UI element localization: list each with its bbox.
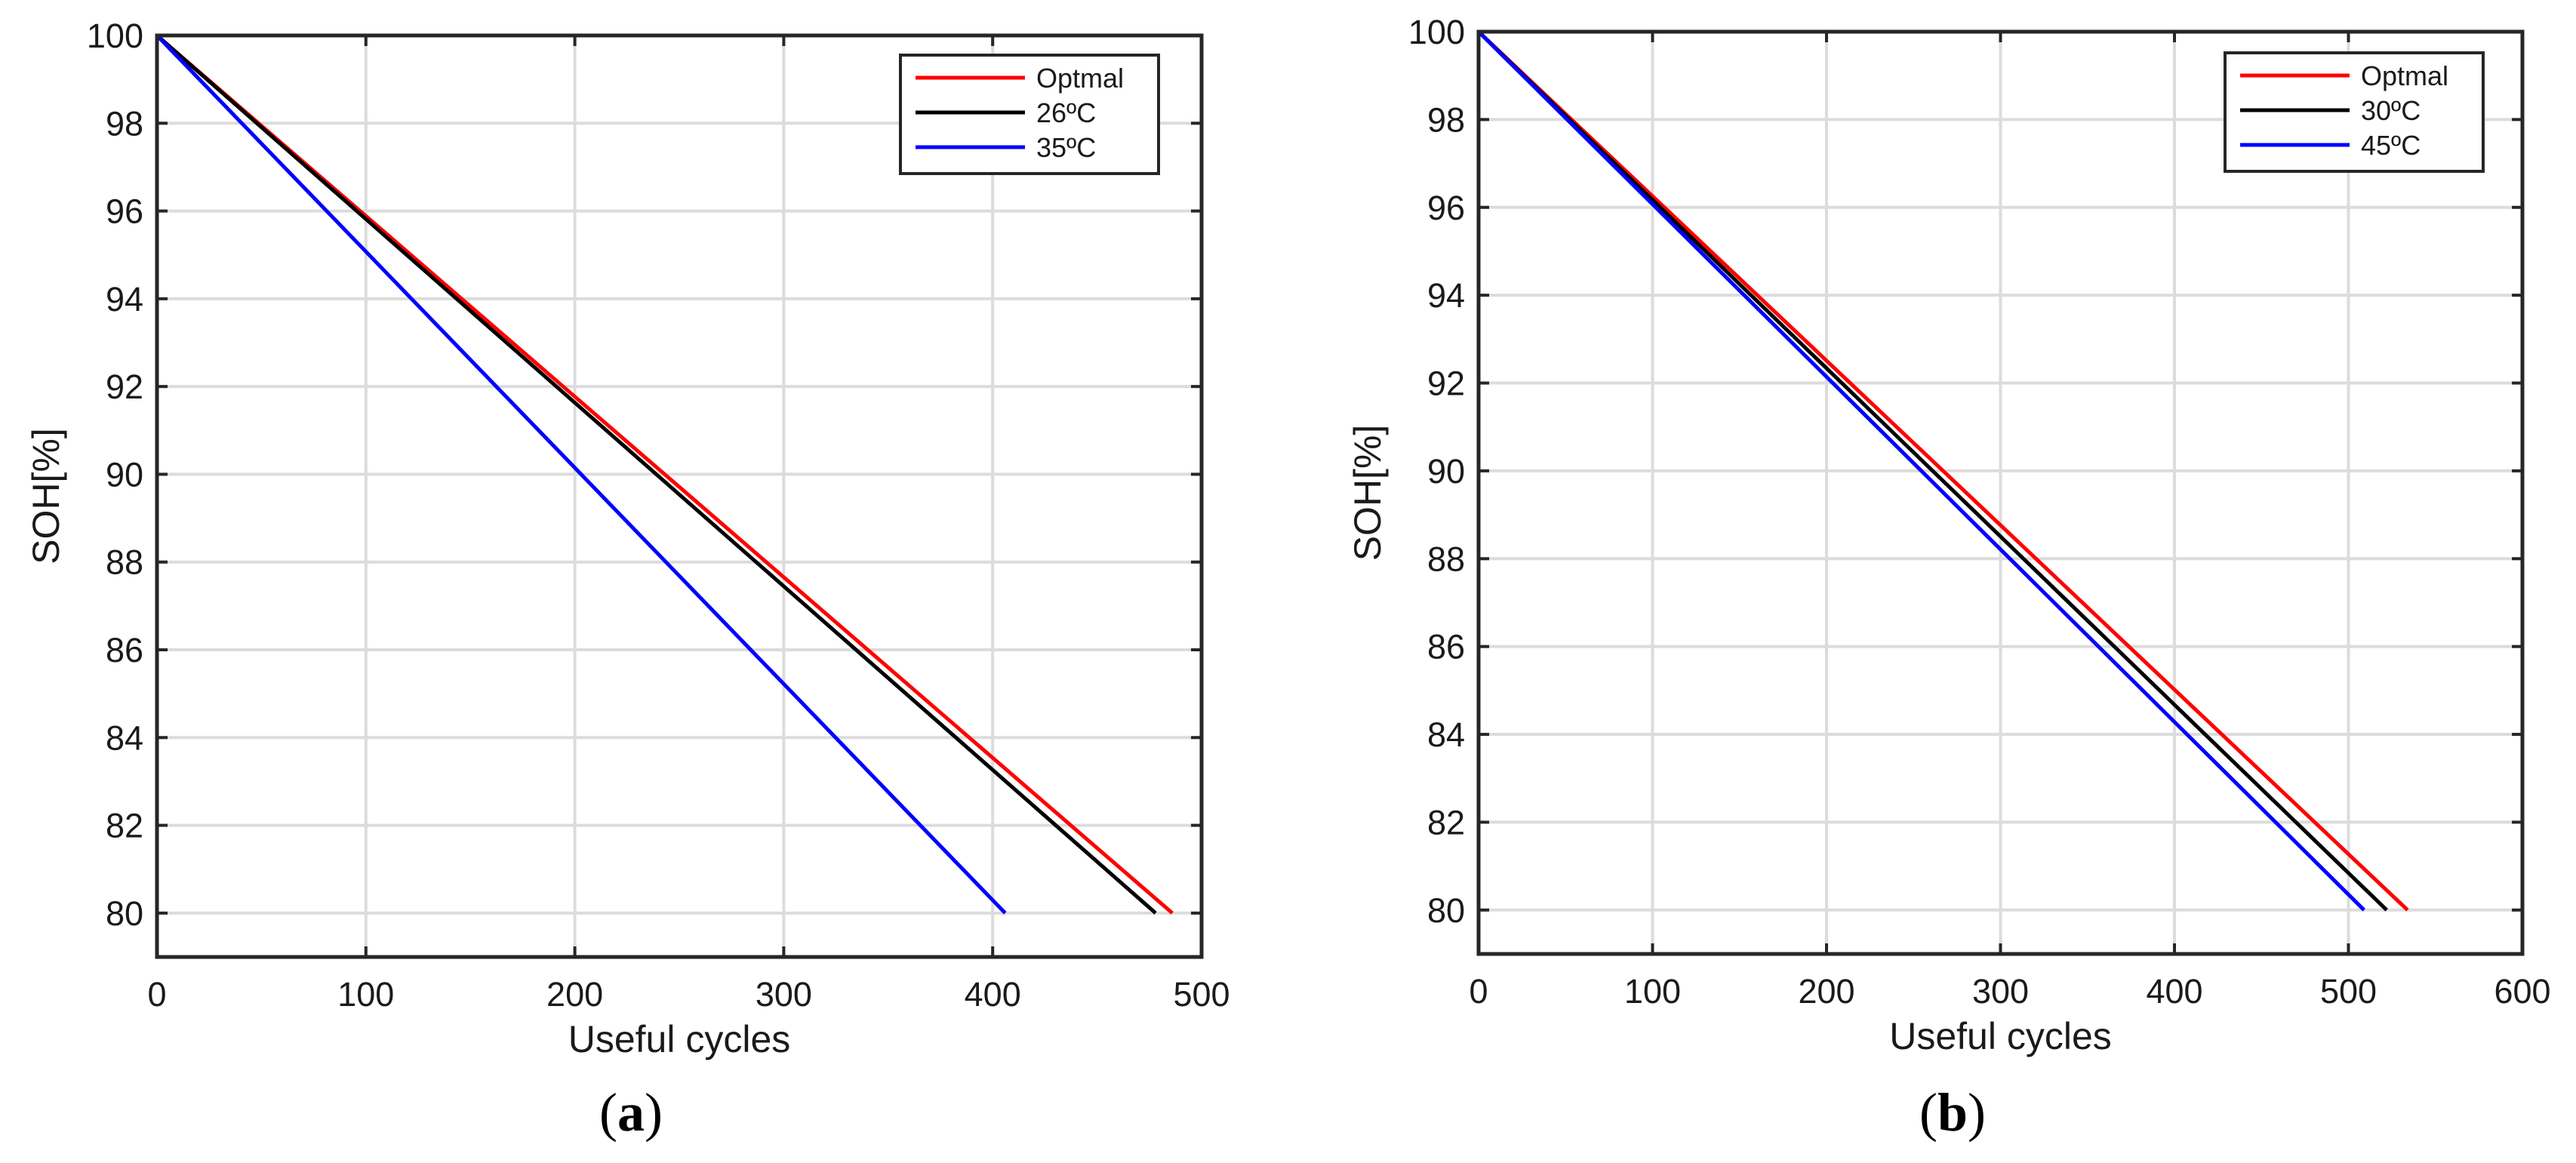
legend-label: Optmal	[1036, 63, 1124, 94]
legend: Optmal 30ºC 45ºC	[2224, 51, 2485, 173]
x-tick-label: 600	[2494, 972, 2550, 1011]
x-tick-label: 500	[2320, 972, 2377, 1011]
y-tick-label: 94	[1427, 276, 1465, 315]
y-tick-label: 84	[106, 718, 143, 757]
x-tick-label: 100	[1624, 972, 1681, 1011]
y-tick-label: 88	[1427, 540, 1465, 578]
x-tick-label: 200	[546, 975, 603, 1014]
legend-label: 35ºC	[1036, 132, 1096, 163]
tick-marks	[1477, 30, 2524, 954]
x-axis-label: Useful cycles	[568, 1018, 791, 1060]
y-tick-label: 82	[106, 807, 143, 845]
caption-letter: b	[1937, 1082, 1968, 1143]
legend-label: 26ºC	[1036, 97, 1096, 128]
y-tick-labels: 80 82 84 86 88 90 92 94 96 98 100	[1408, 13, 1465, 930]
y-tick-label: 80	[1427, 891, 1465, 930]
x-tick-label: 100	[337, 975, 394, 1014]
series-line-30-c	[1477, 30, 2388, 912]
y-tick-label: 94	[106, 280, 143, 318]
y-tick-label: 98	[106, 104, 143, 143]
caption-close-paren: )	[645, 1082, 663, 1143]
series-line-35-c	[155, 34, 1007, 915]
y-tick-label: 84	[1427, 715, 1465, 754]
x-tick-label: 300	[1972, 972, 2029, 1011]
caption-open-paren: (	[1919, 1082, 1937, 1143]
y-tick-label: 92	[1427, 365, 1465, 403]
x-tick-labels: 0 100 200 300 400 500 600	[1469, 972, 2550, 1011]
legend-label: 30ºC	[2361, 95, 2421, 126]
y-tick-label: 98	[1427, 100, 1465, 139]
y-tick-label: 100	[1408, 13, 1465, 51]
y-axis-label: SOH[%]	[25, 428, 67, 565]
caption-close-paren: )	[1968, 1082, 1986, 1143]
y-tick-labels: 80 82 84 86 88 90 92 94 96 98 100	[87, 17, 143, 933]
grid	[1477, 30, 2524, 954]
y-tick-label: 86	[106, 631, 143, 669]
y-tick-label: 90	[106, 455, 143, 494]
x-tick-label: 400	[965, 975, 1021, 1014]
x-axis-label: Useful cycles	[1889, 1015, 2112, 1057]
chart-panel-a: 0 100 200 300 400 500 80 82 84 86 88 90 92 94 96 98 100…	[25, 17, 1230, 1143]
x-tick-label: 0	[147, 975, 166, 1014]
axes-frame	[155, 33, 1204, 959]
y-tick-label: 86	[1427, 628, 1465, 666]
x-tick-label: 0	[1469, 972, 1488, 1011]
y-tick-label: 90	[1427, 452, 1465, 491]
tick-marks	[155, 34, 1203, 957]
caption-open-paren: (	[599, 1082, 617, 1143]
y-tick-label: 82	[1427, 803, 1465, 841]
y-tick-label: 100	[87, 17, 143, 55]
x-tick-label: 300	[756, 975, 812, 1014]
legend-label: Optmal	[2361, 60, 2448, 91]
x-tick-labels: 0 100 200 300 400 500	[147, 975, 1230, 1014]
series-line-26-c	[155, 34, 1157, 915]
chart-panel-b: 0 100 200 300 400 500 600 80 82 84 86 88 90 92 94 96 98…	[1346, 13, 2551, 1143]
y-axis-label: SOH[%]	[1346, 425, 1389, 562]
x-tick-label: 200	[1798, 972, 1854, 1011]
y-tick-label: 92	[106, 368, 143, 406]
series-lines	[155, 34, 1174, 915]
series-line-45-c	[1477, 30, 2366, 912]
y-tick-label: 88	[106, 543, 143, 582]
caption-letter: a	[617, 1082, 645, 1143]
y-tick-label: 80	[106, 894, 143, 933]
legend-label: 45ºC	[2361, 130, 2421, 161]
series-lines	[1477, 30, 2409, 912]
series-line-optmal	[1477, 30, 2409, 912]
x-tick-label: 400	[2146, 972, 2202, 1011]
y-tick-label: 96	[1427, 189, 1465, 227]
y-tick-label: 96	[106, 192, 143, 231]
panel-caption: (b)	[1919, 1082, 1986, 1143]
x-tick-label: 500	[1173, 975, 1230, 1014]
panel-caption: (a)	[599, 1082, 663, 1143]
